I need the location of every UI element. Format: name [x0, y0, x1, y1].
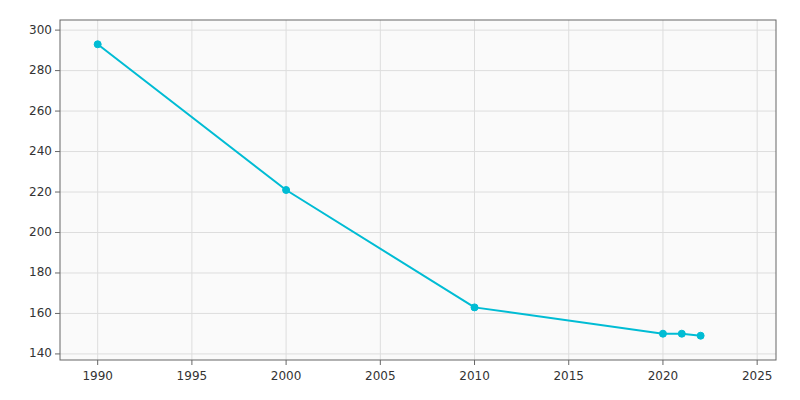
x-tick: [191, 360, 192, 365]
axes: 140 160 180 200 220 240 260 280 300 1990 1995 2000 2…: [29, 20, 776, 383]
page: {"chart_data": {"type": "line", "x": [19…: [0, 0, 800, 400]
y-tick-label: 300: [29, 23, 52, 37]
x-tick: [568, 360, 569, 365]
data-group: [94, 41, 704, 339]
x-tick-label: 2010: [459, 369, 490, 383]
y-grid-line: [60, 70, 776, 71]
y-tick-label: 220: [29, 185, 52, 199]
chart-container: 140 160 180 200 220 240 260 280 300 1990 1995 2000 2…: [0, 0, 800, 400]
x-tick-label: 2015: [553, 369, 584, 383]
point: [678, 330, 685, 337]
y-grid-line: [60, 151, 776, 152]
y-tick: [55, 192, 60, 193]
x-grid-line: [380, 20, 381, 360]
y-tick: [55, 151, 60, 152]
y-grid-line: [60, 353, 776, 354]
x-tick-label: 1990: [82, 369, 113, 383]
x-tick: [97, 360, 98, 365]
y-grid-line: [60, 30, 776, 31]
point: [659, 330, 666, 337]
plot-area: [60, 20, 776, 360]
x-tick-label: 2020: [648, 369, 679, 383]
y-tick-label: 240: [29, 144, 52, 158]
x-tick: [380, 360, 381, 365]
point: [697, 332, 704, 339]
x-grid-line: [568, 20, 569, 360]
y-tick-label: 200: [29, 225, 52, 239]
line: [98, 44, 701, 335]
y-tick: [55, 272, 60, 273]
y-grid-line: [60, 111, 776, 112]
y-grid-line: [60, 192, 776, 193]
point: [471, 304, 478, 311]
y-grid-line: [60, 232, 776, 233]
x-tick-label: 2005: [365, 369, 396, 383]
y-tick: [55, 353, 60, 354]
y-tick: [55, 30, 60, 31]
x-tick: [474, 360, 475, 365]
x-tick: [286, 360, 287, 365]
y-tick: [55, 232, 60, 233]
y-tick-label: 280: [29, 63, 52, 77]
y-grid-line: [60, 313, 776, 314]
point: [94, 41, 101, 48]
y-tick-label: 180: [29, 265, 52, 279]
grid: [60, 20, 776, 360]
point: [283, 187, 290, 194]
x-tick-label: 2000: [271, 369, 302, 383]
x-tick-label: 1995: [177, 369, 208, 383]
x-tick: [757, 360, 758, 365]
y-tick: [55, 70, 60, 71]
plot-frame: [60, 20, 776, 360]
x-grid-line: [757, 20, 758, 360]
y-tick-label: 160: [29, 306, 52, 320]
x-grid-line: [191, 20, 192, 360]
y-tick-label: 140: [29, 346, 52, 360]
y-tick: [55, 313, 60, 314]
y-tick-label: 260: [29, 104, 52, 118]
y-tick: [55, 111, 60, 112]
x-grid-line: [97, 20, 98, 360]
chart-svg: 140 160 180 200 220 240 260 280 300 1990 1995 2000 2…: [0, 0, 800, 400]
x-grid-line: [662, 20, 663, 360]
x-tick-label: 2025: [742, 369, 773, 383]
x-tick: [662, 360, 663, 365]
